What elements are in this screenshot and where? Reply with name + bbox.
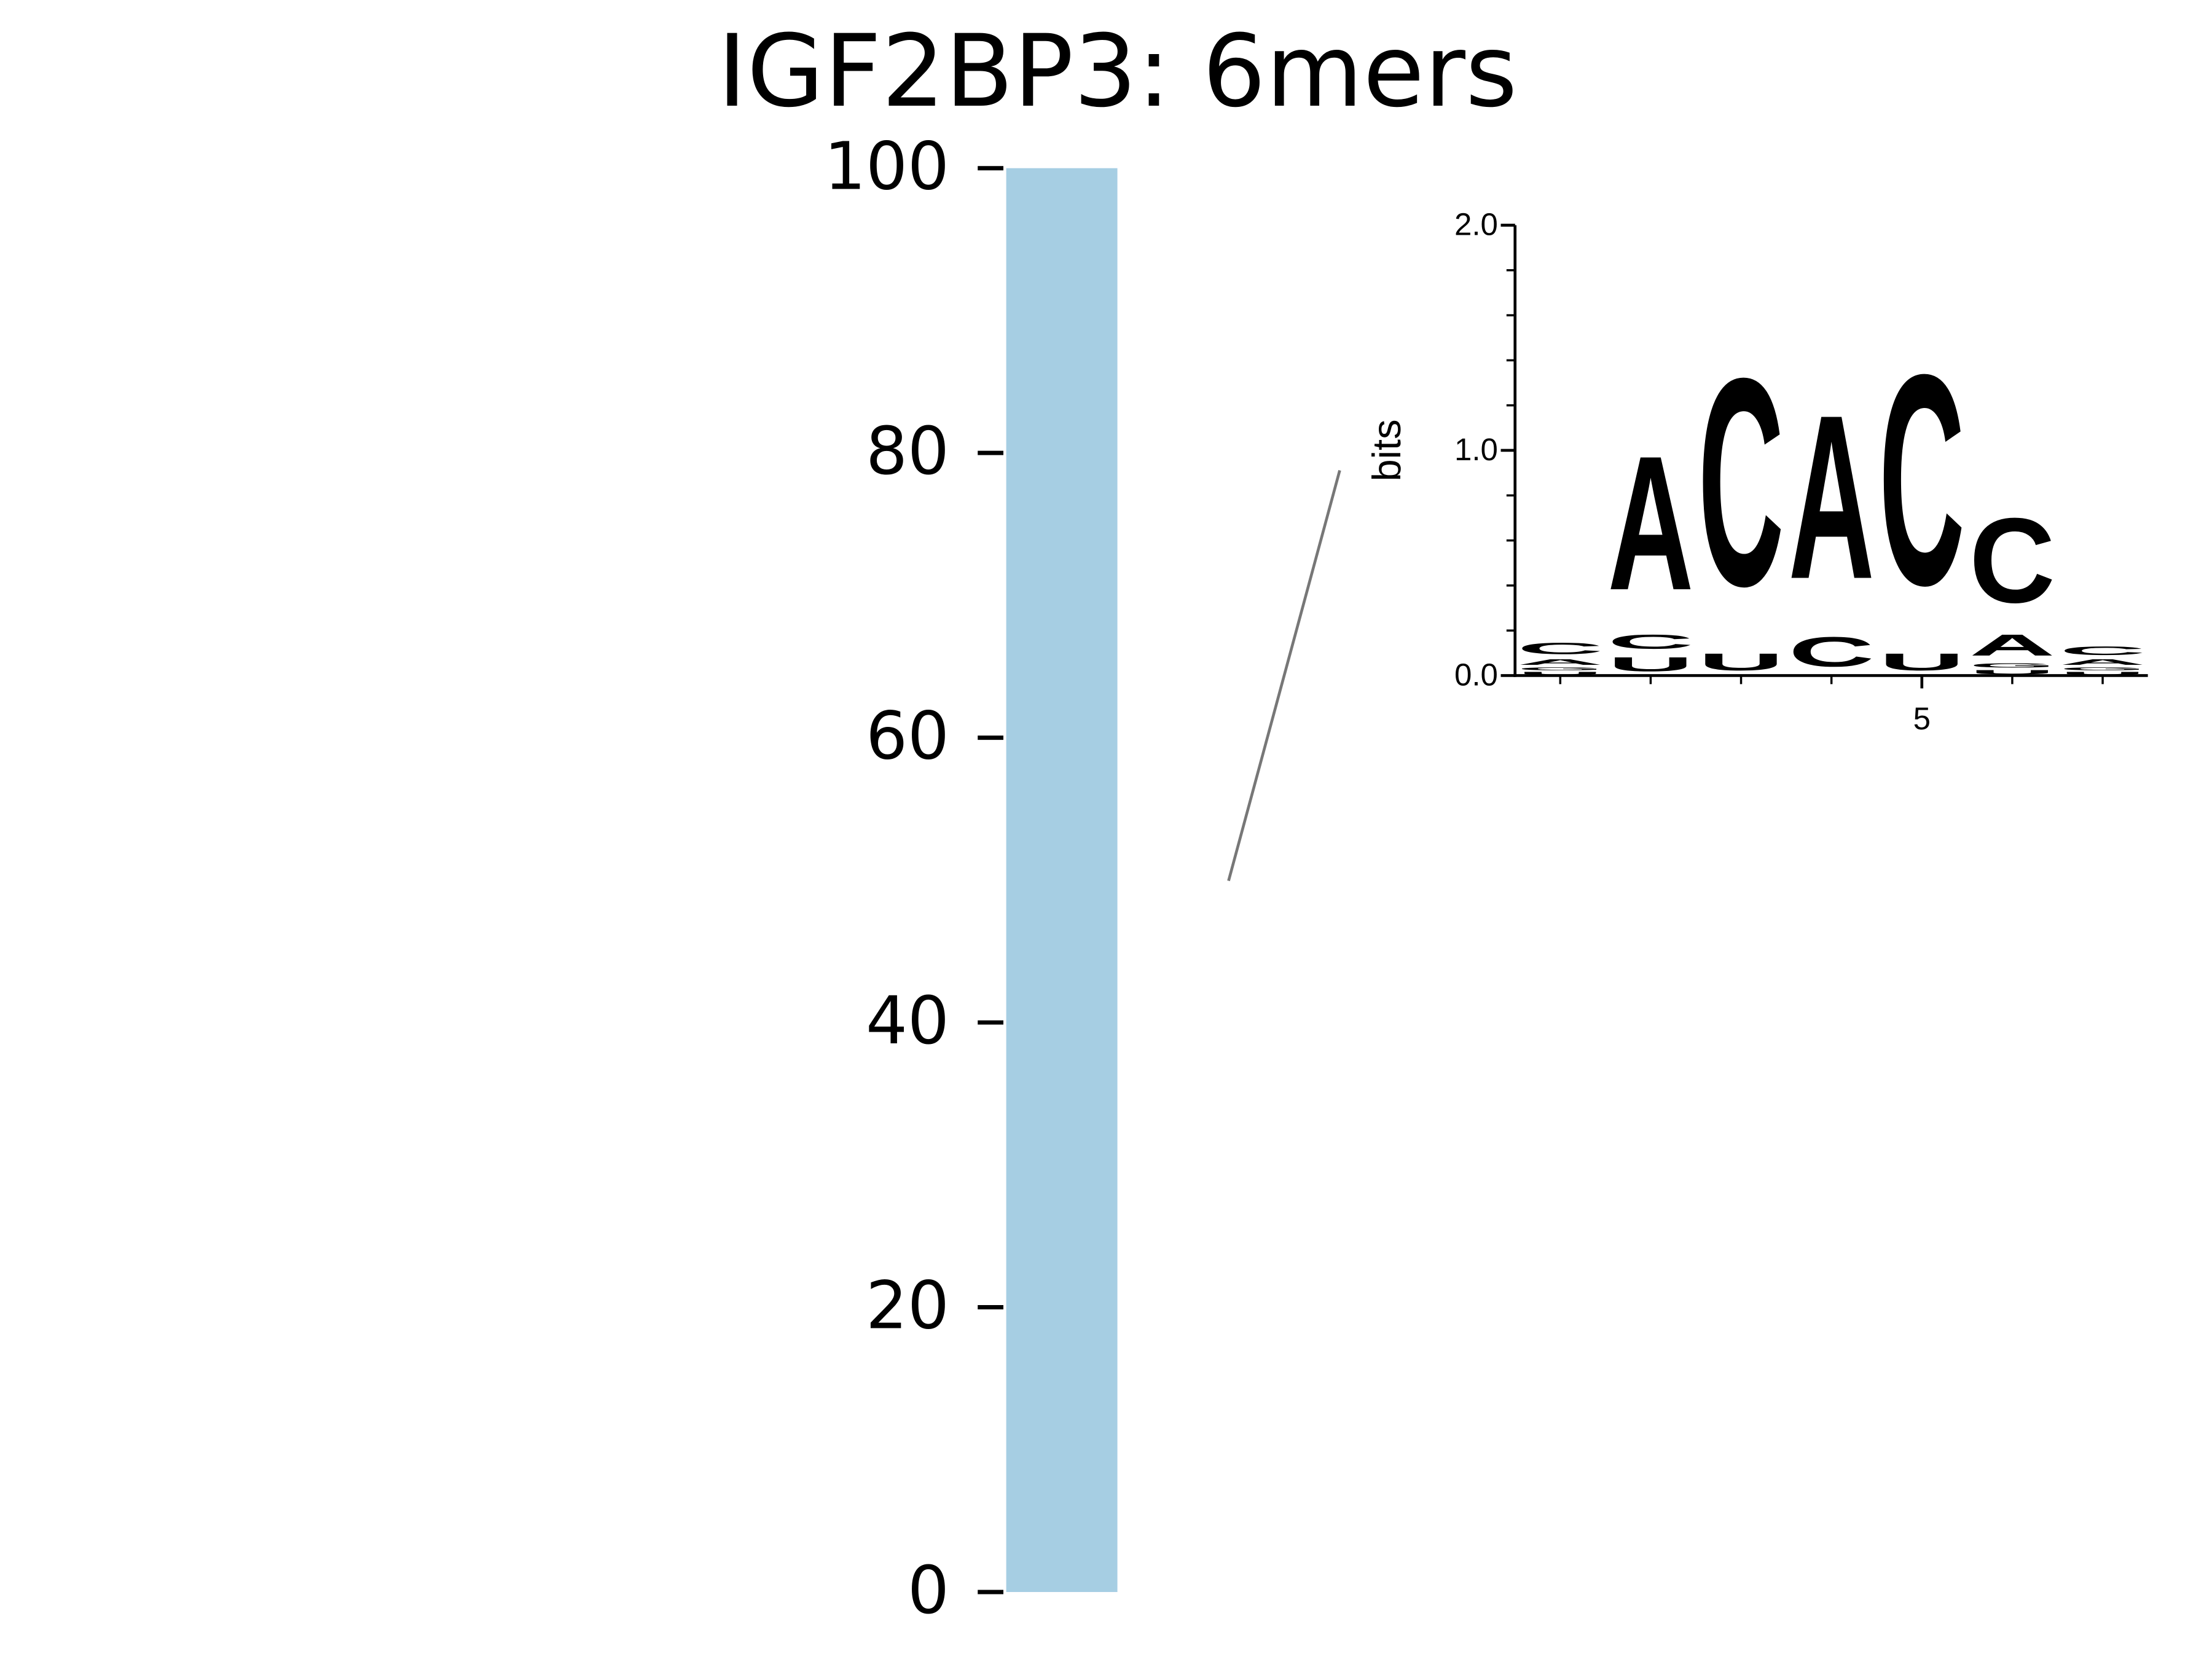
logo-letter: A	[2060, 657, 2146, 667]
logo-letter: A	[1969, 628, 2055, 662]
x-tick-label: 5	[1913, 701, 1931, 736]
logo-letter: C	[1517, 640, 1603, 657]
logo-letter: A	[1608, 416, 1694, 630]
logo-letter: U	[1608, 653, 1694, 676]
y-tick-label: 60	[866, 699, 949, 775]
chart-title: IGF2BP3: 6mers	[718, 14, 1518, 130]
y-tick-label: 0.0	[1454, 657, 1498, 692]
logo-letter: C	[1969, 493, 2055, 629]
bar	[1006, 168, 1118, 1592]
logo-letter: U	[1698, 648, 1784, 675]
y-axis-label: bits	[1364, 419, 1409, 481]
y-tick-label: 20	[866, 1268, 949, 1344]
y-tick-label: 1.0	[1454, 432, 1498, 467]
logo-letter: U	[2060, 671, 2146, 675]
y-tick-label: 40	[866, 983, 949, 1059]
logo-letter: C	[1789, 628, 1875, 675]
logo-letter: U	[1517, 671, 1603, 675]
y-tick-label: 100	[824, 129, 949, 205]
y-tick-label: 0	[908, 1553, 949, 1629]
logo-letter: G	[2060, 667, 2146, 671]
logo-letter: U	[1879, 648, 1965, 675]
logo-letter: C	[2060, 644, 2146, 657]
y-tick-label: 2.0	[1454, 206, 1498, 241]
logo-letter: U	[1969, 669, 2055, 676]
y-tick-label: 80	[866, 414, 949, 490]
logo-letter: C	[1698, 316, 1784, 647]
zoom-connector	[1227, 469, 1341, 882]
logo-letter: G	[1517, 667, 1603, 671]
logo-letter: C	[1879, 312, 1965, 648]
logo-letter: A	[1517, 657, 1603, 667]
logo-letter: G	[1969, 662, 2055, 669]
logo-letter: C	[1608, 630, 1694, 653]
logo-letter: A	[1789, 367, 1875, 629]
